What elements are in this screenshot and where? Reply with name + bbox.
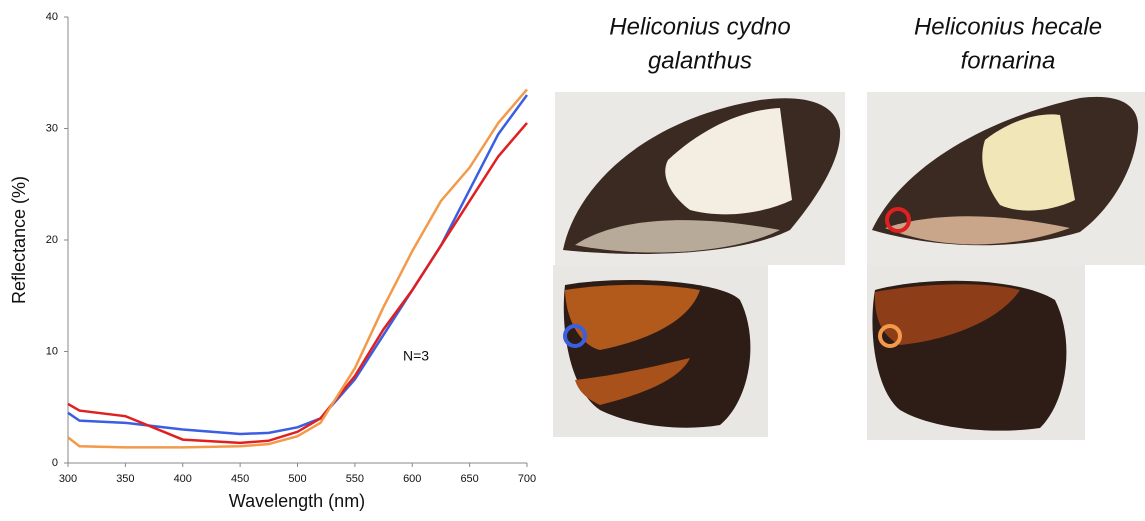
x-tick-label: 300 — [59, 473, 77, 485]
x-tick-label: 650 — [460, 473, 478, 485]
y-axis-title: Reflectance (%) — [9, 176, 29, 304]
x-tick-label: 600 — [403, 473, 421, 485]
y-tick-label: 20 — [46, 234, 58, 246]
x-tick-label: 400 — [174, 473, 192, 485]
x-axis-title: Wavelength (nm) — [229, 491, 365, 511]
series-line — [68, 95, 527, 434]
figure: Wavelength (nm) Reflectance (%) N=3 Heli… — [0, 0, 1145, 521]
y-tick-label: 30 — [46, 122, 58, 134]
y-tick-label: 10 — [46, 345, 58, 357]
y-tick-label: 40 — [46, 11, 58, 23]
x-tick-label: 700 — [518, 473, 536, 485]
x-tick-label: 350 — [116, 473, 134, 485]
annotation: N=3 — [403, 348, 429, 364]
panel-title: Heliconius hecale — [914, 13, 1102, 40]
panel-title: fornarina — [961, 47, 1056, 74]
panel-title: galanthus — [648, 47, 752, 74]
x-tick-label: 500 — [288, 473, 306, 485]
x-tick-label: 550 — [346, 473, 364, 485]
wing-photos — [553, 92, 1145, 440]
series-line — [68, 123, 527, 443]
panel-title: Heliconius cydno — [609, 13, 790, 40]
y-tick-label: 0 — [52, 457, 58, 469]
x-tick-label: 450 — [231, 473, 249, 485]
series-line — [68, 89, 527, 447]
